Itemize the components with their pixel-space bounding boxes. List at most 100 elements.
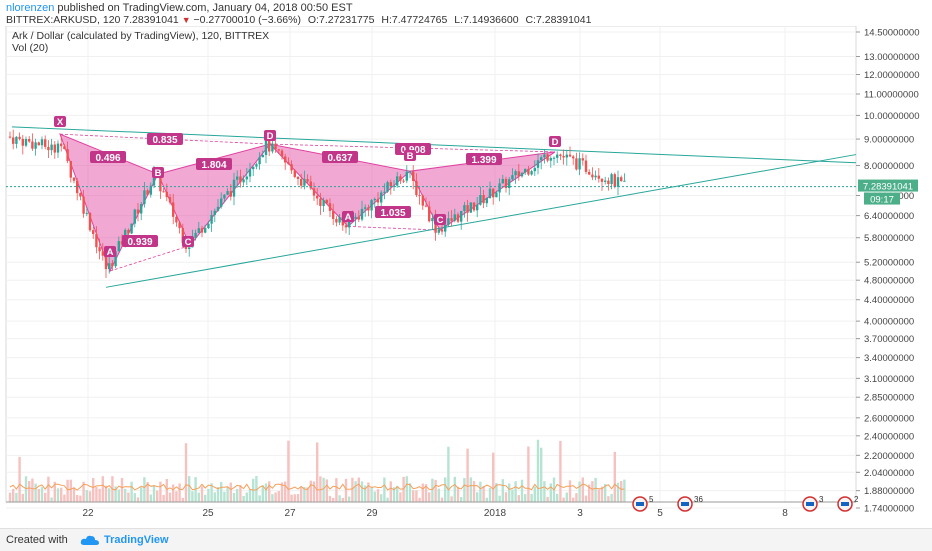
volume-bar bbox=[536, 439, 540, 502]
candle-body bbox=[620, 177, 623, 182]
volume-bar bbox=[284, 481, 287, 502]
candle-body bbox=[92, 230, 95, 235]
price-change: −0.27700010 (−3.66%) bbox=[193, 14, 301, 26]
candle-body bbox=[85, 212, 88, 214]
y-tick-label: 3.40000000 bbox=[864, 353, 914, 364]
volume-bar bbox=[444, 477, 447, 502]
volume-bar bbox=[463, 478, 466, 502]
volume-bar bbox=[277, 491, 280, 502]
volume-bar bbox=[232, 492, 236, 502]
pattern-point-bg bbox=[54, 116, 66, 127]
volume-bar bbox=[271, 494, 274, 502]
pattern-point-bg bbox=[264, 130, 276, 141]
y-tick-label: 13.00000000 bbox=[864, 52, 919, 63]
candle-body bbox=[492, 188, 495, 198]
volume-bar bbox=[66, 479, 69, 502]
x-tick-label: 5 bbox=[657, 508, 663, 519]
volume-bar bbox=[447, 446, 450, 502]
candle-body bbox=[82, 196, 85, 214]
candle-body bbox=[28, 139, 31, 142]
candle-body bbox=[463, 205, 466, 212]
volume-bar bbox=[501, 479, 504, 502]
volume-bar bbox=[418, 497, 421, 502]
time-axis[interactable]: 22 25 27 29 2018 3 5 8 bbox=[6, 501, 856, 519]
volume-bar bbox=[165, 478, 168, 502]
ratio-label: 1.399 bbox=[471, 155, 496, 166]
volume-ma-line bbox=[9, 483, 625, 491]
volume-bar bbox=[367, 482, 370, 502]
volume-bar bbox=[40, 487, 44, 502]
volume-bar bbox=[364, 485, 367, 502]
candle-body bbox=[207, 223, 210, 229]
candle-body bbox=[306, 179, 309, 182]
y-tick-label: 4.00000000 bbox=[864, 317, 914, 328]
volume-bar bbox=[28, 480, 31, 502]
volume-bar bbox=[517, 495, 520, 502]
volume-bar bbox=[188, 476, 191, 502]
event-flag-icon bbox=[636, 502, 644, 506]
volume-bar bbox=[338, 495, 341, 502]
volume-bar bbox=[47, 476, 50, 502]
volume-bar bbox=[559, 440, 562, 502]
candle-body bbox=[296, 176, 300, 179]
candle-body bbox=[12, 137, 15, 144]
chart-area[interactable]: 14.50000000 13.00000000 12.00000000 11.0000… bbox=[0, 25, 932, 528]
candle-body bbox=[63, 146, 66, 150]
ratio-label-bg bbox=[466, 153, 502, 165]
candle-body bbox=[450, 218, 453, 221]
candle-body bbox=[581, 158, 584, 161]
candle-body bbox=[594, 175, 597, 178]
candle-body bbox=[277, 149, 280, 151]
volume-bar bbox=[293, 494, 296, 502]
upper-trend-line bbox=[11, 126, 857, 164]
close-value: 7.28391041 bbox=[535, 14, 592, 26]
volume-bar bbox=[370, 486, 373, 502]
down-arrow-icon: ▼ bbox=[181, 15, 191, 25]
low-value: 7.14936600 bbox=[463, 14, 519, 26]
volume-bar bbox=[431, 478, 434, 502]
volume-bar bbox=[34, 483, 37, 502]
price-axis[interactable]: 14.50000000 13.00000000 12.00000000 11.0000… bbox=[856, 28, 919, 515]
volume-bar bbox=[373, 491, 376, 502]
candle-body bbox=[37, 142, 40, 146]
ratio-label-bg bbox=[196, 158, 232, 170]
candle-body bbox=[575, 158, 578, 170]
candle-body bbox=[373, 198, 376, 201]
price-chart[interactable]: 14.50000000 13.00000000 12.00000000 11.0000… bbox=[0, 25, 932, 528]
volume-bar bbox=[108, 488, 111, 502]
ratio-label: 0.939 bbox=[127, 237, 152, 248]
volume-bar bbox=[482, 485, 485, 502]
volume-bar bbox=[312, 481, 316, 502]
y-tick-label: 8.00000000 bbox=[864, 161, 914, 172]
volume-bar bbox=[156, 490, 159, 502]
candle-body bbox=[280, 150, 284, 157]
candle-body bbox=[524, 168, 527, 173]
volume-bar bbox=[524, 494, 527, 502]
candle-body bbox=[213, 210, 216, 215]
candle-body bbox=[498, 183, 501, 193]
candle-body bbox=[460, 211, 463, 222]
candle-body bbox=[604, 180, 607, 182]
tradingview-brand-link[interactable]: TradingView bbox=[104, 534, 169, 546]
candle-body bbox=[239, 176, 242, 183]
candle-body bbox=[245, 176, 248, 180]
candle-body bbox=[204, 228, 207, 233]
ratio-label-bg bbox=[90, 151, 126, 163]
author-link[interactable]: nlorenzen bbox=[6, 2, 55, 14]
candle-body bbox=[236, 176, 239, 180]
candle-body bbox=[402, 180, 405, 182]
volume-bar bbox=[31, 478, 34, 502]
volume-bar bbox=[258, 495, 261, 502]
volume-bar bbox=[405, 476, 408, 502]
candle-body bbox=[172, 202, 175, 217]
candle-body bbox=[380, 192, 383, 203]
event-badges: 5 36 3 2 bbox=[632, 495, 859, 512]
y-tick-label: 3.70000000 bbox=[864, 334, 914, 345]
y-tick-label: 5.20000000 bbox=[864, 258, 914, 269]
volume-bar bbox=[184, 443, 188, 502]
candle-body bbox=[540, 157, 543, 161]
volume-bar bbox=[575, 493, 578, 502]
volume-bar bbox=[460, 496, 463, 502]
volume-bar bbox=[175, 491, 178, 502]
candle-body bbox=[146, 190, 149, 195]
